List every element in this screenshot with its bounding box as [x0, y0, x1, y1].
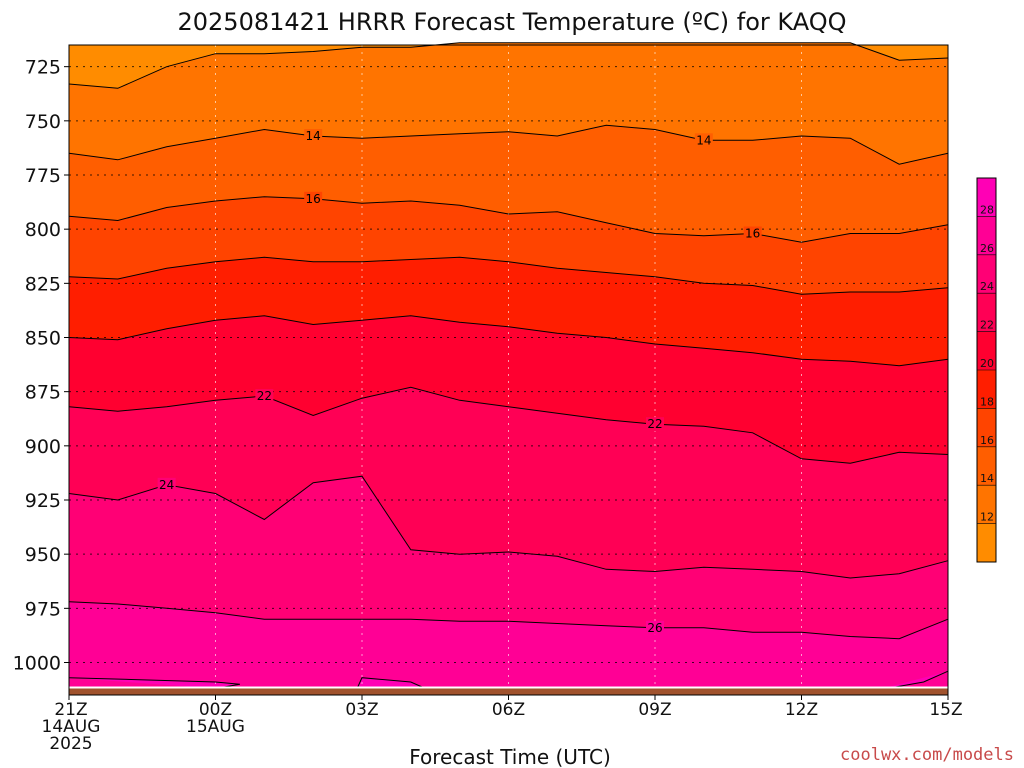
contour-label-bg-16 [743, 226, 762, 241]
colorbar-legend: 12 14 16 18 20 22 24 26 28 [976, 177, 997, 563]
colorbar-label-12: 12 [980, 511, 994, 524]
contour-28-0 [68, 677, 240, 689]
contour-lines [68, 42, 949, 692]
colorbar-swatch-22 [977, 293, 996, 332]
colorbar-label-16: 16 [980, 434, 994, 447]
ground-fill [69, 688, 948, 695]
credit-text[interactable]: coolwx.com/models [840, 745, 1014, 765]
contour-label-bg-24 [157, 477, 176, 492]
x-tick-label-0-0: 21Z [54, 700, 87, 720]
y-tick-label-850: 850 [25, 328, 61, 350]
band-above-28-1 [357, 677, 426, 689]
band-above-28-2 [874, 671, 948, 691]
chart-title: 2025081421 HRRR Forecast Temperature (ºC… [177, 8, 846, 36]
contour-label-24: 24 [159, 478, 174, 492]
colorbar-label-22: 22 [980, 319, 994, 332]
colorbar-label-24: 24 [980, 280, 994, 293]
x-tick-label-3-1: 15AUG [186, 717, 245, 737]
x-tick-label-12-0: 09Z [638, 700, 671, 720]
surface-line [69, 686, 948, 690]
ground-surface [69, 686, 948, 695]
x-tick-label-3-0: 00Z [199, 700, 232, 720]
y-tick-label-800: 800 [25, 219, 61, 241]
colorbar-label-26: 26 [980, 242, 994, 255]
contour-label-16: 16 [745, 227, 760, 241]
colorbar-swatch-28 [977, 178, 996, 217]
colorbar-swatch-24 [977, 254, 996, 294]
colorbar-swatch-12 [977, 485, 996, 524]
colorbar-label-14: 14 [980, 472, 994, 485]
contour-label-22: 22 [257, 389, 272, 403]
contour-26 [68, 601, 949, 640]
x-tick-label-15-0: 12Z [785, 700, 818, 720]
contour-label-bg-14 [304, 129, 323, 143]
contour-24 [68, 475, 949, 579]
contour-label-14: 14 [696, 133, 711, 147]
contour-label-bg-22 [646, 417, 664, 432]
y-tick-label-1000: 1000 [13, 653, 61, 675]
y-tick-label-925: 925 [25, 490, 61, 512]
contour-18 [68, 256, 949, 295]
y-tick-label-725: 725 [25, 57, 61, 79]
x-tick-label-9-0: 06Z [492, 700, 525, 720]
colorbar-swatch-14 [977, 446, 996, 486]
contour-label-bg-14 [694, 133, 713, 148]
y-tick-label-775: 775 [25, 165, 61, 187]
contour-label-22: 22 [647, 417, 662, 431]
colorbar-swatch-20 [977, 331, 996, 370]
y-tick-label-825: 825 [25, 273, 61, 295]
contour-label-bg-22 [255, 389, 274, 403]
x-tick-label-6-0: 03Z [345, 700, 378, 720]
y-tick-label-950: 950 [25, 544, 61, 566]
contour-28-1 [356, 677, 426, 689]
x-tick-label-18-0: 15Z [929, 700, 962, 720]
x-tick-label-0-1: 14AUG [42, 717, 101, 737]
y-tick-label-900: 900 [25, 436, 61, 458]
contour-label-14: 14 [306, 129, 321, 143]
y-tick-label-750: 750 [25, 111, 61, 133]
contour-12 [68, 42, 949, 89]
colorbar-swatch-16 [977, 408, 996, 447]
contour-labels: 14 14 16 16 22 22 24 26 [157, 129, 762, 635]
x-axis-label: Forecast Time (UTC) [409, 745, 611, 768]
colorbar-label-20: 20 [980, 357, 994, 370]
contour-label-26: 26 [647, 621, 662, 635]
contour-label-bg-16 [304, 191, 323, 206]
colorbar-swatch-18 [977, 370, 996, 409]
colorbar-label-28: 28 [980, 203, 994, 216]
y-tick-label-975: 975 [25, 598, 61, 620]
band-above-28-0 [69, 677, 240, 689]
contour-label-bg-26 [646, 620, 664, 635]
colorbar-label-18: 18 [980, 395, 994, 408]
contour-16 [68, 196, 949, 243]
y-tick-label-875: 875 [25, 382, 61, 404]
contour-label-16: 16 [306, 192, 321, 206]
contour-22 [68, 386, 949, 464]
colorbar-swatch-26 [977, 216, 996, 255]
x-tick-label-0-2: 2025 [49, 734, 92, 754]
temperature-fill-bands [69, 42, 948, 696]
contour-20 [68, 315, 949, 367]
y-axis: 725 750 775 800 825 850 875 900 925 950 975 1000 [13, 57, 69, 675]
contour-14 [68, 124, 949, 165]
colorbar-swatch-10 [977, 523, 996, 562]
